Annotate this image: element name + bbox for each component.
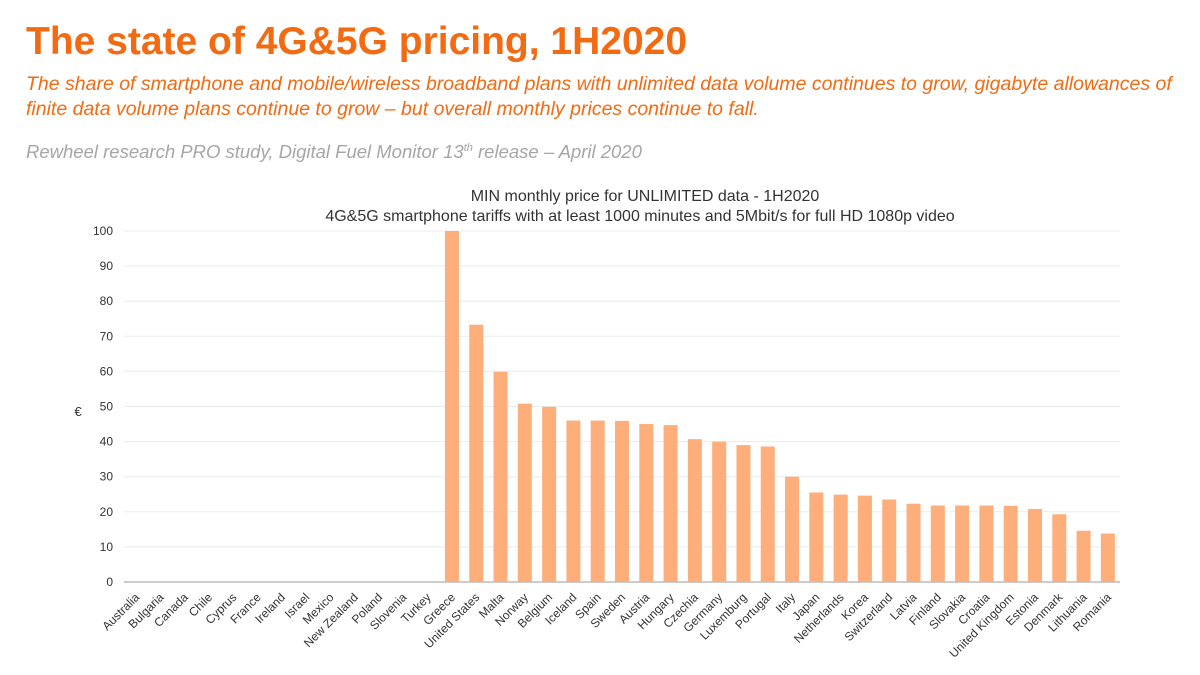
page-title: The state of 4G&5G pricing, 1H2020 xyxy=(26,20,688,63)
source-prefix: Rewheel research PRO study, Digital Fuel… xyxy=(26,141,464,162)
bar-norway xyxy=(517,403,532,582)
bar-united-kingdom xyxy=(1003,505,1018,582)
y-axis-label: € xyxy=(74,404,82,419)
y-tick-label: 70 xyxy=(100,329,114,343)
y-tick-label: 10 xyxy=(100,540,114,554)
chart-subtitle: 4G&5G smartphone tariffs with at least 1… xyxy=(325,208,954,225)
y-tick-label: 50 xyxy=(100,400,114,414)
y-tick-label: 60 xyxy=(100,364,114,378)
bar-korea xyxy=(857,495,872,582)
bar-denmark xyxy=(1052,514,1067,582)
bar-finland xyxy=(930,505,945,582)
bar-estonia xyxy=(1027,508,1042,582)
y-tick-label: 80 xyxy=(100,294,114,308)
bar-luxemburg xyxy=(736,445,751,582)
y-tick-label: 20 xyxy=(100,505,114,519)
bar-italy xyxy=(785,476,800,582)
bar-malta xyxy=(493,371,508,582)
y-tick-label: 90 xyxy=(100,259,114,273)
bar-united-states xyxy=(469,324,484,582)
source-sup: th xyxy=(463,141,473,154)
bar-hungary xyxy=(663,425,678,582)
y-tick-label: 30 xyxy=(100,470,114,484)
bar-portugal xyxy=(760,446,775,582)
bar-netherlands xyxy=(833,494,848,582)
page-subtitle: The share of smartphone and mobile/wirel… xyxy=(26,73,1172,120)
bar-austria xyxy=(639,424,654,582)
chart-title: MIN monthly price for UNLIMITED data - 1… xyxy=(471,188,820,205)
y-tick-label: 40 xyxy=(100,435,114,449)
bar-latvia xyxy=(906,503,921,582)
bar-sweden xyxy=(615,420,629,582)
bar-romania xyxy=(1100,533,1115,582)
bar-lithuania xyxy=(1076,530,1091,582)
source-note: Rewheel research PRO study, Digital Fuel… xyxy=(26,141,642,163)
y-tick-label: 0 xyxy=(106,575,113,589)
bar-switzerland xyxy=(882,499,897,582)
source-suffix: release – April 2020 xyxy=(472,141,642,162)
bar-japan xyxy=(809,492,824,582)
bar-greece xyxy=(444,231,459,582)
bar-czechia xyxy=(687,439,702,582)
bar-belgium xyxy=(542,406,557,582)
bar-germany xyxy=(712,441,727,582)
bar-croatia xyxy=(979,505,994,582)
y-tick-label: 100 xyxy=(93,224,113,238)
bar-spain xyxy=(590,420,605,582)
bar-slovakia xyxy=(955,505,970,582)
bar-iceland xyxy=(566,420,581,582)
